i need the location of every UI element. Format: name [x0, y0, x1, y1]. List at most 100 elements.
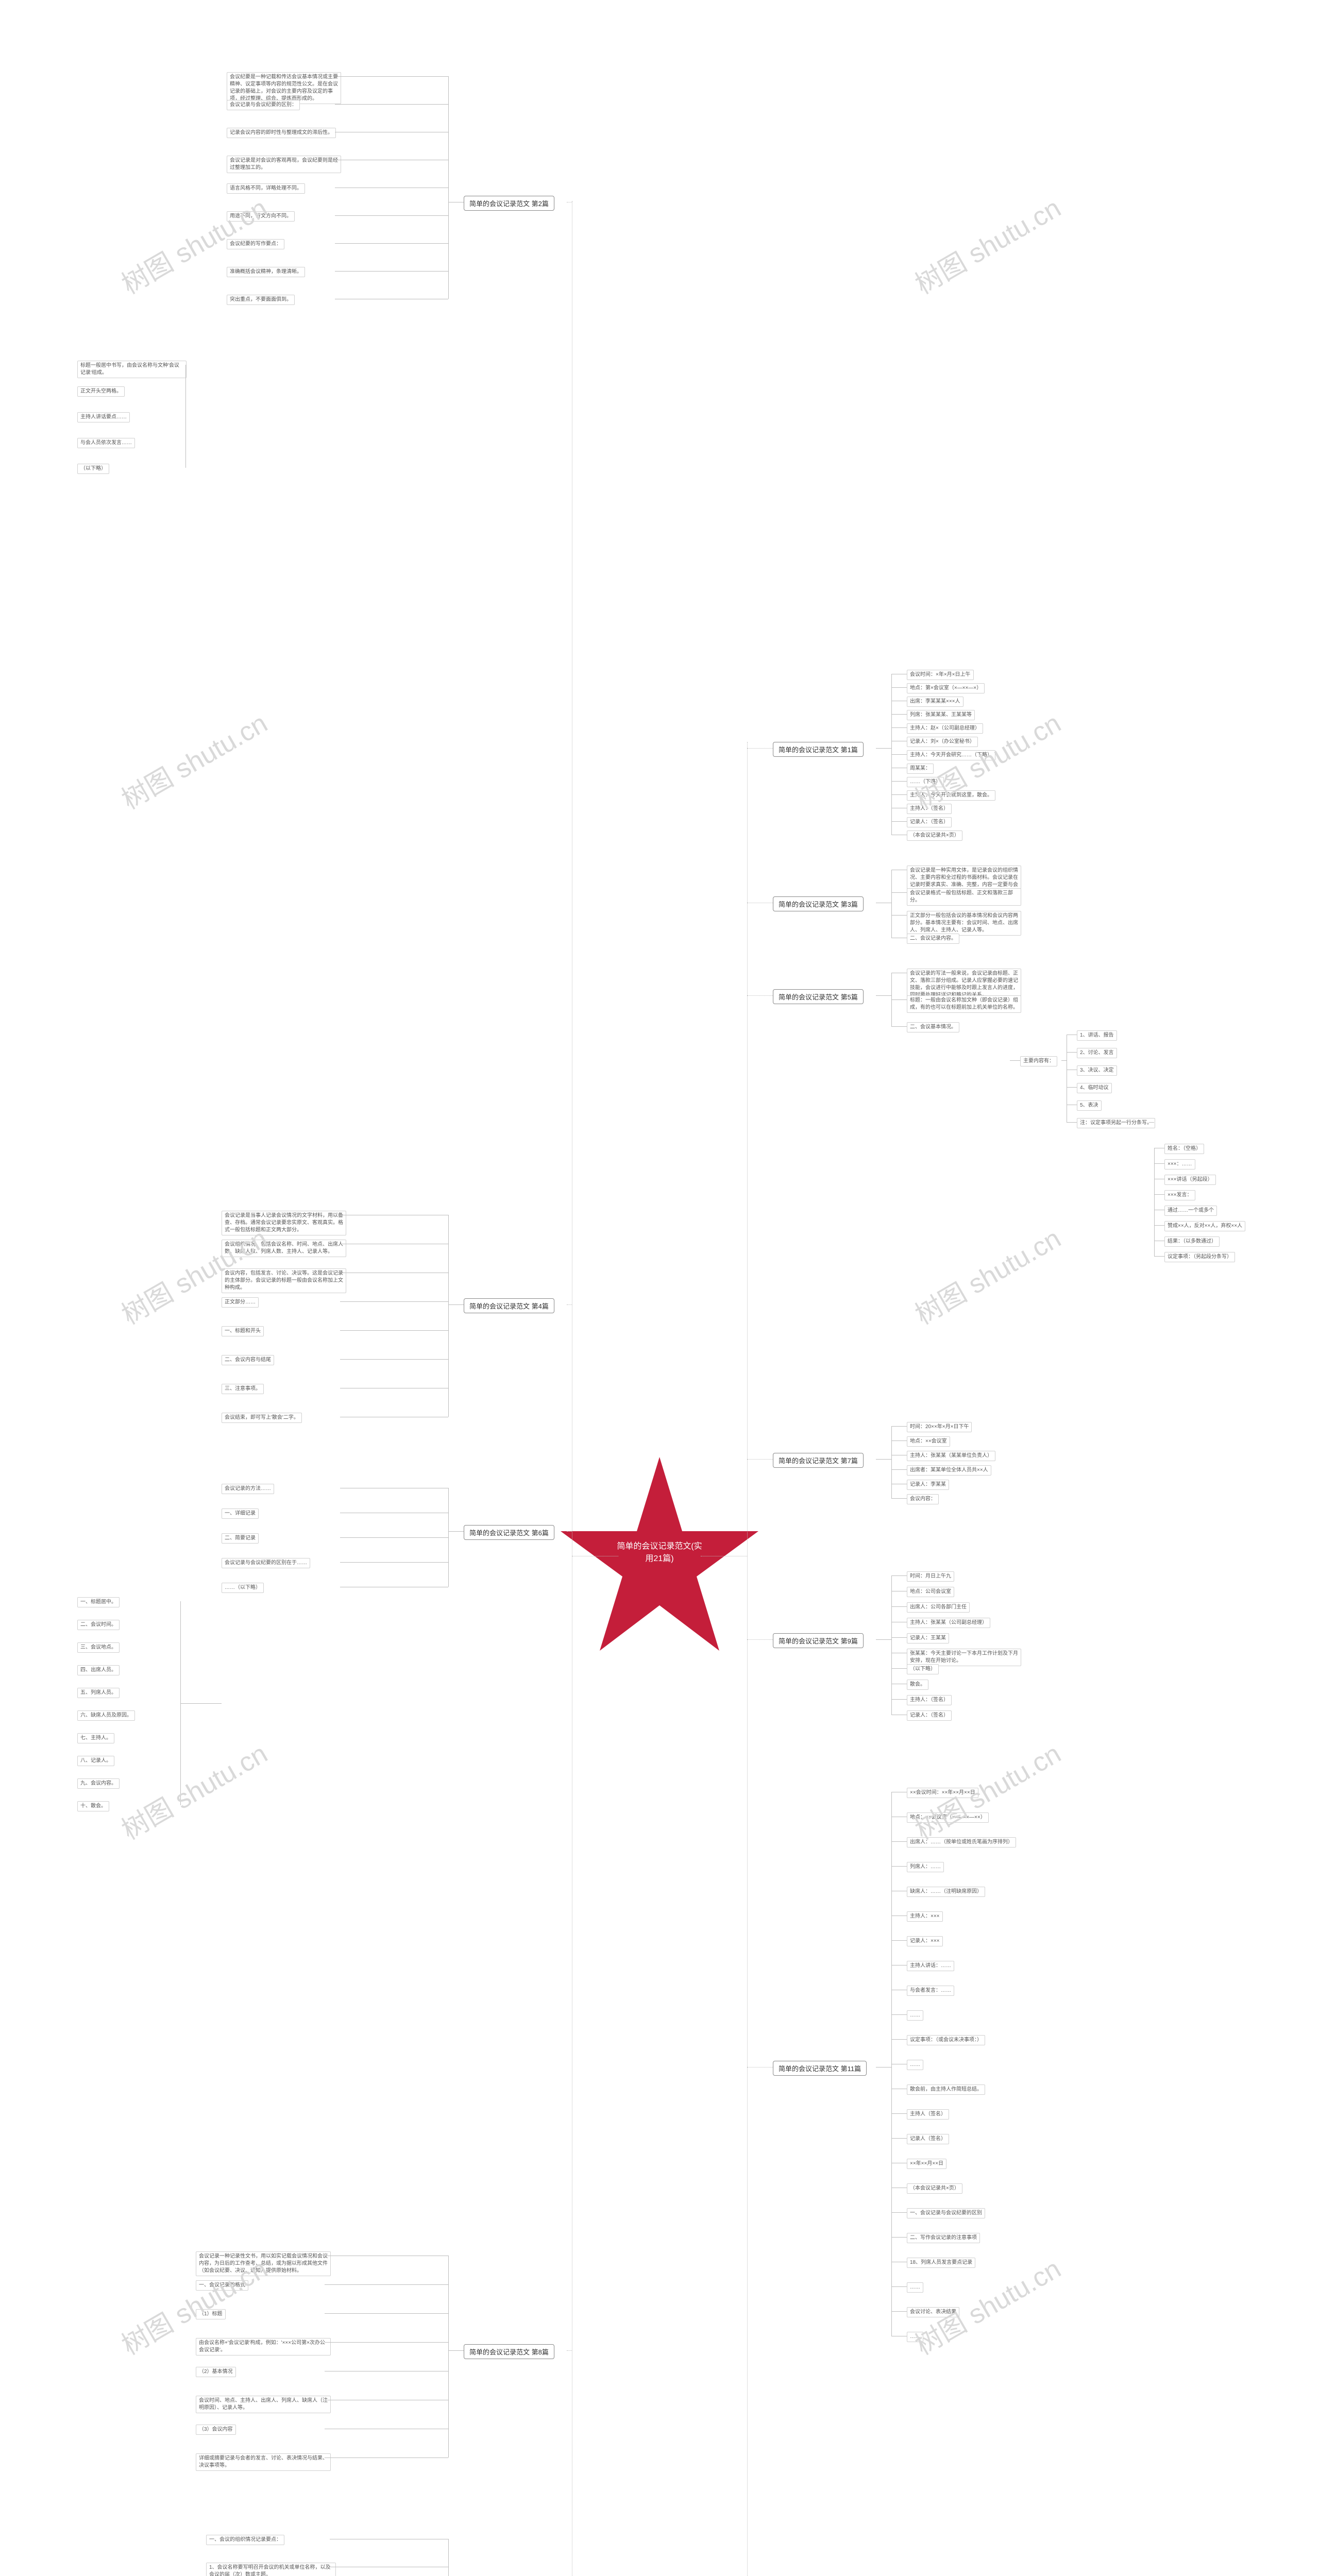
leaf-r11-0: ××会议时间：××年××月××日 [907, 1788, 978, 1798]
leaf-r9-2: 出席人：公司各部门主任 [907, 1602, 970, 1613]
leaf-r5-sub-7: 议定事项：（另起段分条写） [1164, 1252, 1235, 1262]
connector-h [335, 76, 448, 77]
connector-h [180, 1703, 222, 1704]
connector-h [340, 1330, 448, 1331]
leaf-l6-deep-0: 一、标题居中。 [77, 1597, 120, 1607]
leaf-r11-17: 一、会议记录与会议纪要的区别 [907, 2208, 985, 2218]
leaf-l6-deep-7: 八、记录人。 [77, 1756, 114, 1766]
connector-v [891, 1426, 892, 1498]
watermark: 树图 shutu.cn [907, 1217, 1067, 1331]
connector-h [891, 999, 907, 1000]
leaf-r1-10: 主持人：（签名） [907, 804, 952, 814]
leaf-r11-15: ××年××月××日 [907, 2159, 946, 2169]
leaf-r5-item-3: 4、临时动议 [1077, 1083, 1112, 1093]
leaf-l4-4: 一、标题和开头 [222, 1326, 264, 1336]
connector-v [448, 76, 449, 299]
connector-v [448, 1488, 449, 1587]
leaf-r1-8: ……（下略） [907, 777, 944, 787]
connector-h [448, 1531, 464, 1532]
connector-h [891, 2311, 907, 2312]
leaf-r11-13: 主持人（签名） [907, 2109, 949, 2120]
leaf-l2-deep-3: 与会人员依次发言…… [77, 438, 135, 448]
leaf-r11-6: 记录人：××× [907, 1936, 943, 1946]
connector-v [448, 1215, 449, 1417]
leaf-l6-0: 会议记录的方法…… [222, 1484, 274, 1494]
leaf-r7-2: 主持人：张某某（某某单位负责人） [907, 1451, 995, 1461]
leaf-r11-1: 地点：××会议室（××—××—××） [907, 1812, 989, 1823]
connector-h [876, 1639, 891, 1640]
leaf-l8-6: （3）会议内容 [196, 2425, 236, 2435]
connector-h [891, 1940, 907, 1941]
connector-v [448, 2539, 449, 2576]
leaf-r5-item-5: 注：议定事项另起一行分条写。 [1077, 1118, 1155, 1128]
leaf-r1-11: 记录人：（签名） [907, 817, 952, 827]
leaf-l2-deep-4: （以下略） [77, 464, 109, 474]
connector-h [891, 1606, 907, 1607]
leaf-l8-4: （2）基本情况 [196, 2367, 236, 2377]
connector-h [335, 271, 448, 272]
connector-h [891, 2014, 907, 2015]
connector-h [325, 2313, 448, 2314]
connector-h [891, 2113, 907, 2114]
connector-h [340, 1537, 448, 1538]
connector-h [891, 1026, 907, 1027]
connector-h [891, 1841, 907, 1842]
leaf-r1-5: 记录人：刘×（办公室秘书） [907, 737, 978, 747]
connector-h [876, 1459, 891, 1460]
leaf-l6-deep-6: 七、主持人。 [77, 1733, 114, 1743]
connector-h [448, 1304, 464, 1305]
leaf-r9-0: 时间：月日上午九 [907, 1571, 954, 1582]
leaf-r3-3: 二、会议记录内容。 [907, 934, 959, 944]
leaf-r1-6: 主持人：今天开会研究……（下略） [907, 750, 995, 760]
leaf-r11-8: 与会者发言：…… [907, 1986, 954, 1996]
connector-v [1154, 1148, 1155, 1256]
connector-h [891, 727, 907, 728]
connector-h [1010, 1060, 1020, 1061]
connector-h [1061, 1060, 1067, 1061]
leaf-r5-item-1: 2、讨论、发言 [1077, 1048, 1117, 1058]
spine-right [747, 742, 748, 2576]
leaf-l6-3: 会议记录与会议纪要的区别在于…… [222, 1558, 310, 1568]
connector-h [1067, 1122, 1077, 1123]
watermark: 树图 shutu.cn [113, 1732, 273, 1846]
leaf-l6-deep-5: 六、缺席人员及原因。 [77, 1710, 135, 1721]
connector-h [891, 892, 907, 893]
connector-h [891, 714, 907, 715]
leaf-l4-6: 三、注意事项。 [222, 1384, 264, 1394]
leaf-l4-3: 正文部分…… [222, 1297, 259, 1308]
branch-l6: 简单的会议记录范文 第6篇 [464, 1525, 554, 1540]
leaf-r5-2: 二、会议基本情况。 [907, 1022, 959, 1032]
leaf-r7-4: 记录人：李某某 [907, 1480, 949, 1490]
leaf-l8-1: 一、会议记录的格式 [196, 2280, 248, 2291]
leaf-r5-sub-4: 通过……一个或多个 [1164, 1206, 1217, 1216]
connector-h [340, 1301, 448, 1302]
leaf-r11-4: 缺席人：……（注明缺席原因） [907, 1887, 985, 1897]
leaf-r11-5: 主持人：××× [907, 1911, 943, 1922]
connector-h [1067, 1052, 1077, 1053]
connector-h [891, 1668, 907, 1669]
leaf-r5-sub-2: ×××讲话（另起段） [1164, 1175, 1216, 1185]
connector-h [891, 2138, 907, 2139]
leaf-r5-sub-0: 姓名：（空格） [1164, 1144, 1204, 1154]
connector-h [891, 1426, 907, 1427]
branch-r1: 简单的会议记录范文 第1篇 [773, 742, 864, 757]
branch-r11: 简单的会议记录范文 第11篇 [773, 2061, 867, 2076]
connector-h [747, 1459, 773, 1460]
leaf-l2-deep-1: 正文开头空两格。 [77, 386, 125, 397]
connector-h [1154, 1225, 1164, 1226]
leaf-l4-1: 会议组织情况，包括会议名称、时间、地点、出席人数、缺席人数、列席人数、主持人、记… [222, 1240, 346, 1257]
leaf-r7-3: 出席者：某某单位全体人员共××人 [907, 1465, 991, 1476]
leaf-l2-deep-0: 标题一般居中书写，由会议名称与文种'会议记录'组成。 [77, 361, 187, 378]
leaf-r9-3: 主持人：张某某（公司副总经理） [907, 1618, 990, 1628]
leaf-r5-item-2: 3、决议、决定 [1077, 1065, 1117, 1076]
leaf-r5-lead: 主要内容有： [1020, 1056, 1057, 1066]
leaf-r9-9: 记录人：（签名） [907, 1710, 952, 1721]
connector-h [876, 995, 891, 996]
connector-v [891, 870, 892, 938]
connector-h [340, 1562, 448, 1563]
mindmap-canvas: 简单的会议记录范文(实用21篇) 简单的会议记录范文 第1篇简单的会议记录范文 … [0, 0, 1319, 2576]
leaf-l6-deep-9: 十、散会。 [77, 1801, 109, 1811]
leaf-r1-2: 出席：李某某某×××人 [907, 697, 963, 707]
leaf-l8-7: 详细或摘要记录与会者的发言、讨论、表决情况与结果、决议事项等。 [196, 2453, 331, 2471]
leaf-r5-sub-5: 赞成××人，反对××人，弃权××人 [1164, 1221, 1245, 1231]
